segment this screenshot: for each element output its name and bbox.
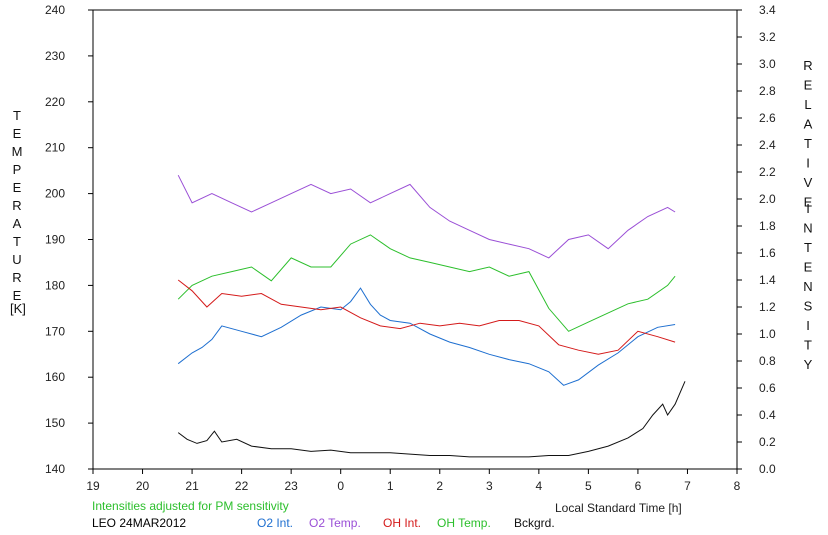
left-axis-letter: E (13, 180, 22, 195)
left-axis-letter: U (12, 252, 21, 267)
right-axis: 0.0 0.2 0.4 0.6 0.8 1.0 1.2 1.4 1.6 1.8 2.0 2.2 2.4 2… (737, 3, 776, 476)
left-axis-letter: E (13, 126, 22, 141)
right-axis-letter: Y (804, 357, 813, 372)
legend-o2-int: O2 Int. (257, 516, 293, 530)
x-tick-label: 0 (337, 479, 344, 493)
left-tick-label: 210 (45, 141, 65, 155)
right-axis-letter: N (803, 279, 812, 294)
x-tick-label: 20 (136, 479, 150, 493)
right-tick-label: 2.4 (759, 138, 776, 152)
left-tick-label: 140 (45, 462, 65, 476)
left-tick-label: 190 (45, 233, 65, 247)
left-axis-letter: M (12, 144, 23, 159)
x-tick-label: 21 (185, 479, 199, 493)
right-tick-label: 1.2 (759, 300, 776, 314)
right-axis-letter: E (804, 260, 813, 275)
left-axis-letter: T (13, 234, 21, 249)
x-axis: 19 20 21 22 23 0 1 2 3 4 5 6 7 8 (86, 469, 741, 493)
right-tick-label: 0.6 (759, 381, 776, 395)
right-axis-letter: T (804, 136, 812, 151)
x-tick-label: 19 (86, 479, 100, 493)
left-tick-label: 180 (45, 278, 65, 292)
right-tick-label: 3.0 (759, 57, 776, 71)
right-tick-label: 1.6 (759, 246, 776, 260)
legend-oh-int: OH Int. (383, 516, 421, 530)
x-axis-label: Local Standard Time [h] (555, 501, 682, 515)
x-tick-label: 7 (684, 479, 691, 493)
left-axis-letter: P (13, 162, 22, 177)
legend: O2 Int. O2 Temp. OH Int. OH Temp. Bckgrd. (257, 516, 555, 530)
x-tick-label: 22 (235, 479, 249, 493)
right-tick-label: 2.2 (759, 165, 776, 179)
right-axis-letter: I (806, 201, 810, 216)
right-axis-letter: L (804, 97, 811, 112)
left-tick-label: 150 (45, 416, 65, 430)
right-tick-label: 1.4 (759, 273, 776, 287)
left-tick-label: 200 (45, 187, 65, 201)
right-axis-letter: I (806, 318, 810, 333)
right-axis-letter: T (804, 338, 812, 353)
x-tick-label: 5 (585, 479, 592, 493)
right-tick-label: 2.8 (759, 84, 776, 98)
left-axis-letter: E (13, 288, 22, 303)
left-axis-letter: A (13, 216, 22, 231)
x-tick-label: 3 (486, 479, 493, 493)
right-axis-letter: I (806, 156, 810, 171)
right-tick-label: 3.2 (759, 30, 776, 44)
right-axis-letter: R (803, 58, 812, 73)
legend-o2-temp: O2 Temp. (309, 516, 361, 530)
left-axis-letter: T (13, 108, 21, 123)
series-layer (177, 174, 686, 458)
left-tick-label: 230 (45, 49, 65, 63)
right-axis-letter: A (804, 117, 813, 132)
left-tick-label: 240 (45, 3, 65, 17)
right-axis-letter: N (803, 221, 812, 236)
right-tick-label: 0.4 (759, 408, 776, 422)
series-bckgrd (177, 381, 686, 458)
series-oh-temp (177, 234, 676, 332)
right-tick-label: 3.4 (759, 3, 776, 17)
series-oh-int (177, 279, 676, 355)
right-axis-letter: E (804, 195, 813, 210)
x-tick-label: 2 (436, 479, 443, 493)
right-tick-label: 0.8 (759, 354, 776, 368)
x-tick-label: 23 (284, 479, 298, 493)
left-tick-label: 160 (45, 370, 65, 384)
right-axis-letter: T (804, 240, 812, 255)
station-date: LEO 24MAR2012 (92, 516, 186, 530)
left-axis-unit: [K] (10, 301, 26, 316)
right-tick-label: 2.0 (759, 192, 776, 206)
left-axis-letter: R (12, 198, 21, 213)
left-axis-letter: R (12, 270, 21, 285)
series-o2-int (177, 287, 676, 386)
sensitivity-note: Intensities adjusted for PM sensitivity (92, 499, 289, 513)
right-tick-label: 2.6 (759, 111, 776, 125)
right-tick-label: 1.8 (759, 219, 776, 233)
x-tick-label: 1 (387, 479, 394, 493)
x-tick-label: 4 (536, 479, 543, 493)
left-tick-label: 220 (45, 95, 65, 109)
series-o2-temp (177, 174, 676, 259)
right-tick-label: 0.2 (759, 435, 776, 449)
legend-bckgrd: Bckgrd. (514, 516, 555, 530)
right-axis-letter: S (804, 299, 813, 314)
right-tick-label: 1.0 (759, 327, 776, 341)
right-axis-letter: V (804, 175, 813, 190)
left-tick-label: 170 (45, 324, 65, 338)
plot-frame (92, 9, 738, 470)
x-tick-label: 8 (734, 479, 741, 493)
left-axis: 140 150 160 170 180 190 200 210 220 230 240 (45, 3, 93, 476)
x-tick-label: 6 (635, 479, 642, 493)
legend-oh-temp: OH Temp. (437, 516, 491, 530)
right-tick-label: 0.0 (759, 462, 776, 476)
right-axis-letter: E (804, 78, 813, 93)
